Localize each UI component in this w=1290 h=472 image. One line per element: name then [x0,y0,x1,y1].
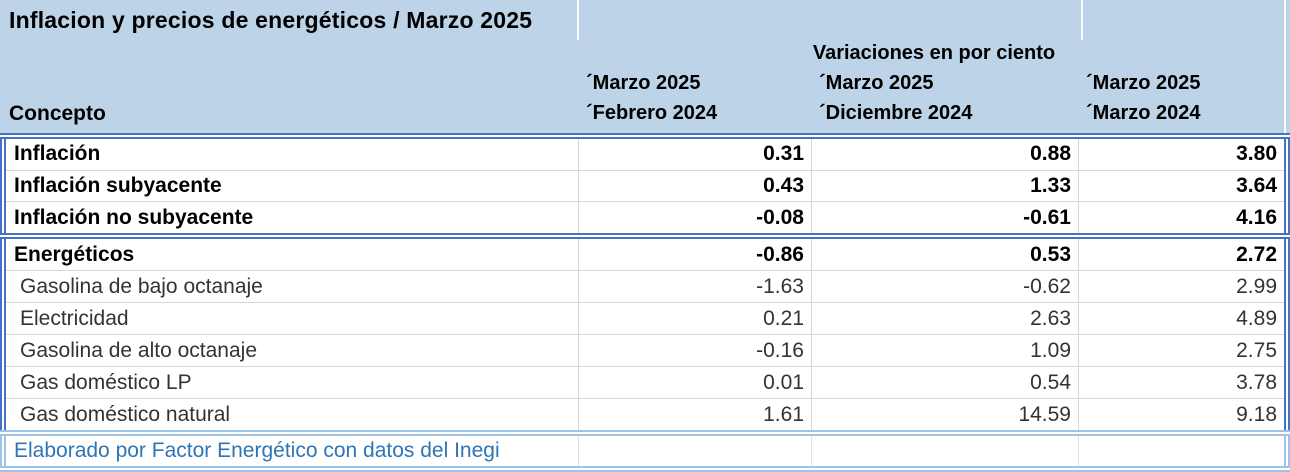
column-header-line2: ´Diciembre 2024 [819,102,973,124]
value-cell: 3.78 [1078,367,1284,398]
column-header-line1: ´Marzo 2025 [1086,72,1201,94]
value-cell: 2.75 [1078,335,1284,366]
value-cell: -0.08 [578,202,811,234]
value-cell: 0.53 [811,239,1078,270]
gridline-vertical [1284,0,1286,133]
concept-cell: Energéticos [14,242,135,266]
footer-empty-cell [1078,436,1284,466]
energy-group: Energéticos -0.86 0.53 2.72 Gasolina de … [0,239,1290,430]
value-cell: 1.33 [811,170,1078,202]
value-cell: 0.21 [578,303,811,334]
source-credit: Elaborado por Factor Energético con dato… [14,439,500,462]
value-cell: -0.61 [811,202,1078,234]
concept-cell: Inflación subyacente [14,174,222,197]
column-header-mar2024: ´Marzo 2025 ´Marzo 2024 [1086,68,1201,128]
value-cell: 0.43 [578,170,811,202]
footer-empty-cell [578,436,811,466]
value-cell: 1.09 [811,335,1078,366]
group-border-divider [0,233,1290,239]
column-header-line1: ´Marzo 2025 [819,72,934,94]
footer-border-divider [0,466,1290,472]
inflation-group: Inflación 0.31 0.88 3.80 Inflación subya… [0,139,1290,234]
value-cell: -0.86 [578,239,811,270]
concept-cell: Gas doméstico LP [20,370,192,394]
value-cell: 0.54 [811,367,1078,398]
table-row: Electricidad 0.21 2.63 4.89 [6,303,1284,335]
value-cell: 0.01 [578,367,811,398]
footer-border-divider [0,430,1290,436]
value-cell: 3.64 [1078,170,1284,202]
column-header-feb2024: ´Marzo 2025 ´Febrero 2024 [586,68,717,128]
concept-cell: Gas doméstico natural [20,402,231,426]
table-footer: Elaborado por Factor Energético con dato… [0,436,1290,466]
table-row: Gas doméstico LP 0.01 0.54 3.78 [6,367,1284,399]
value-cell: 2.72 [1078,239,1284,270]
table-row: Energéticos -0.86 0.53 2.72 [6,239,1284,271]
gridline-vertical [577,0,579,40]
value-cell: 14.59 [811,399,1078,430]
table-row: Gasolina de bajo octanaje -1.63 -0.62 2.… [6,271,1284,303]
variations-supheader: Variaciones en por ciento [812,42,1056,64]
value-cell: 4.16 [1078,202,1284,234]
column-header-dic2024: ´Marzo 2025 ´Diciembre 2024 [819,68,972,128]
concept-cell: Inflación no subyacente [14,205,254,229]
value-cell: -1.63 [578,271,811,302]
table-row: Inflación 0.31 0.88 3.80 [6,139,1284,171]
gridline-vertical [1081,0,1083,40]
table-row: Gas doméstico natural 1.61 14.59 9.18 [6,399,1284,430]
concept-cell: Gasolina de bajo octanaje [20,274,263,298]
value-cell: 1.61 [578,399,811,430]
value-cell: -0.16 [578,335,811,366]
concept-cell: Gasolina de alto octanaje [20,338,257,362]
value-cell: -0.62 [811,271,1078,302]
value-cell: 3.80 [1078,139,1284,170]
value-cell: 0.88 [811,139,1078,170]
table-row: Inflación subyacente 0.43 1.33 3.64 [6,170,1284,203]
group-border-divider [0,133,1290,139]
table-row: Gasolina de alto octanaje -0.16 1.09 2.7… [6,335,1284,367]
table-title: Inflacion y precios de energéticos / Mar… [9,7,533,33]
value-cell: 2.63 [811,303,1078,334]
column-header-line2: ´Febrero 2024 [586,102,718,124]
value-cell: 4.89 [1078,303,1284,334]
concept-cell: Electricidad [20,306,129,330]
footer-empty-cell [811,436,1078,466]
column-header-line1: ´Marzo 2025 [586,72,701,94]
column-header-line2: ´Marzo 2024 [1086,102,1201,124]
value-cell: 2.99 [1078,271,1284,302]
concept-cell: Inflación [14,142,101,166]
value-cell: 0.31 [578,139,811,170]
table-row: Inflación no subyacente -0.08 -0.61 4.16 [6,202,1284,234]
table-header: Inflacion y precios de energéticos / Mar… [0,0,1290,133]
value-cell: 9.18 [1078,399,1284,430]
concept-column-header: Concepto [9,102,106,125]
